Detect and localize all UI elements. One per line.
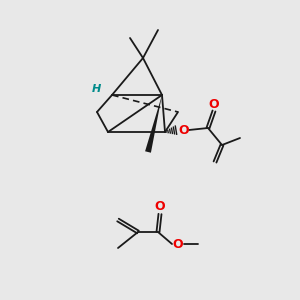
Text: H: H [92,84,100,94]
Text: O: O [209,98,219,110]
Text: O: O [173,238,183,250]
Polygon shape [145,95,162,153]
Text: O: O [155,200,165,214]
Text: O: O [179,124,189,136]
